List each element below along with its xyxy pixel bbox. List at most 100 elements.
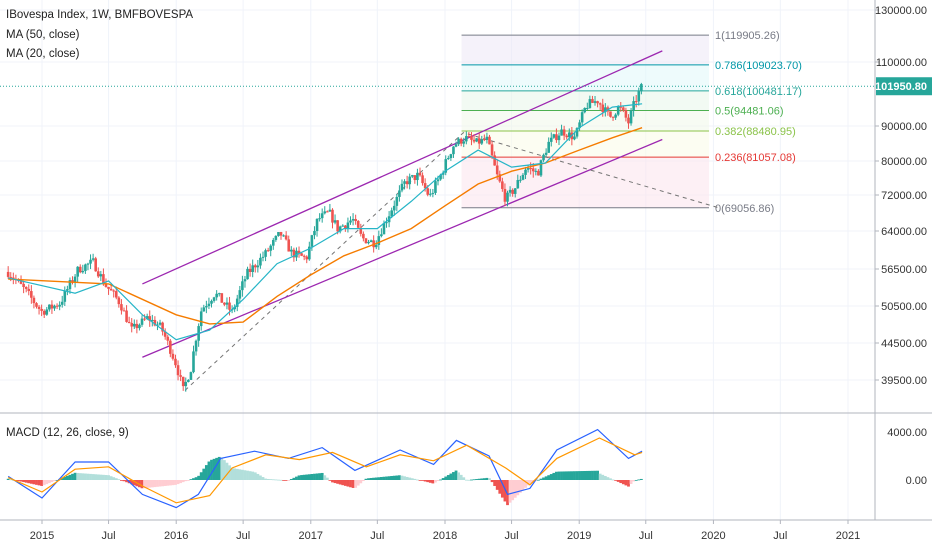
macd-histogram-bar xyxy=(91,474,95,480)
candle-body xyxy=(192,351,195,373)
macd-histogram-bar xyxy=(596,470,599,480)
macd-histogram-bar xyxy=(524,480,527,488)
macd-histogram-bar xyxy=(418,480,422,481)
macd-histogram-bar xyxy=(325,477,329,480)
candle-body xyxy=(349,220,352,223)
fib-level-label: 0.5(94481.06) xyxy=(715,106,784,118)
candle-body xyxy=(135,323,139,329)
candle-body xyxy=(235,298,239,307)
candle-body xyxy=(194,340,198,352)
macd-histogram-bar xyxy=(624,480,628,486)
macd-histogram-bar xyxy=(6,478,10,480)
candle-body xyxy=(367,242,370,244)
candle-body xyxy=(480,139,484,144)
candle-body xyxy=(308,246,311,260)
macd-histogram-bar xyxy=(374,477,378,480)
candle-body xyxy=(210,300,213,304)
macd-histogram-bar xyxy=(89,473,92,480)
macd-histogram-bar xyxy=(511,480,515,501)
macd-histogram-bar xyxy=(210,459,213,480)
candle-body xyxy=(552,134,556,138)
fib-level-label: 0.786(109023.70) xyxy=(715,60,802,72)
candle-body xyxy=(640,84,643,92)
candle-body xyxy=(158,322,162,325)
candle-body xyxy=(58,304,61,307)
macd-histogram-bar xyxy=(176,480,180,485)
y-tick-label: 56500.00 xyxy=(881,264,927,276)
macd-histogram-bar xyxy=(323,475,327,480)
candle-body xyxy=(362,233,365,239)
candle-body xyxy=(428,193,432,195)
grid-lines xyxy=(0,0,875,520)
macd-histogram-bar xyxy=(35,480,38,485)
candle-body xyxy=(596,101,599,104)
candle-body xyxy=(127,321,131,324)
macd-histogram-bar xyxy=(53,480,56,482)
candle-body xyxy=(73,276,77,283)
candle-body xyxy=(45,309,49,315)
candle-body xyxy=(449,154,453,159)
candle-body xyxy=(601,104,605,113)
candle-body xyxy=(344,225,347,229)
candle-body xyxy=(290,249,293,252)
candle-body xyxy=(544,152,548,155)
macd-histogram-bar xyxy=(436,480,440,482)
candle-body xyxy=(166,336,170,341)
fibonacci-levels[interactable]: 1(119905.26) 0.786(109023.70) 0.618(100481… xyxy=(184,30,802,391)
macd-histogram-bar xyxy=(60,477,64,480)
macd-histogram-bar xyxy=(313,473,316,480)
candle-body xyxy=(498,174,502,182)
macd-histogram-bar xyxy=(114,478,118,480)
macd-histogram-bar xyxy=(302,474,306,480)
macd-histogram-bar xyxy=(132,480,136,486)
macd-histogram-bar xyxy=(475,479,479,480)
candle-body xyxy=(205,306,208,308)
candle-body xyxy=(212,297,216,301)
macd-histogram-bar xyxy=(557,471,561,480)
macd-histogram-bar xyxy=(153,480,157,488)
candle-body xyxy=(53,305,56,309)
macd-histogram-bar xyxy=(104,475,108,480)
fib-level-label: 0.382(88480.95) xyxy=(715,126,796,138)
macd-histogram-bar xyxy=(526,480,530,486)
trend-channel[interactable] xyxy=(142,50,663,358)
candle-body xyxy=(207,303,211,307)
macd-histogram-bar xyxy=(549,474,553,480)
candle-body xyxy=(125,310,128,322)
macd-histogram-bar xyxy=(467,479,471,481)
candle-body xyxy=(153,319,157,326)
candle-body xyxy=(398,190,401,197)
macd-histogram-bar xyxy=(547,475,551,480)
macd-histogram-bar xyxy=(315,473,319,480)
candle-body xyxy=(248,268,252,272)
macd-histogram-bar xyxy=(372,477,376,480)
macd-histogram-bar xyxy=(369,477,373,480)
macd-histogram-bar xyxy=(331,480,334,483)
macd-histogram-bar xyxy=(189,479,193,480)
macd-histogram-bar xyxy=(99,474,103,480)
candle-body xyxy=(313,231,316,236)
candle-body xyxy=(488,136,491,145)
macd-histogram-bar xyxy=(96,474,100,480)
candle-body xyxy=(351,218,355,221)
candle-body xyxy=(364,238,368,244)
candle-body xyxy=(431,192,435,194)
macd-histogram-bar xyxy=(271,479,275,481)
macd-histogram-bar xyxy=(444,476,448,480)
candle-body xyxy=(591,99,594,103)
macd-histogram-bar xyxy=(521,480,525,491)
macd-histogram-bar xyxy=(40,480,44,486)
macd-histogram-bar xyxy=(284,480,288,481)
candle-body xyxy=(228,302,231,310)
macd-histogram-bar xyxy=(140,480,144,489)
macd-histogram-bar xyxy=(181,480,185,483)
candle-body xyxy=(477,138,481,144)
candle-body xyxy=(557,135,561,141)
macd-histogram-bar xyxy=(462,477,466,480)
macd-histogram-bar xyxy=(349,480,352,488)
candle-body xyxy=(300,253,303,256)
macd-histogram-bar xyxy=(454,470,458,480)
candle-body xyxy=(390,210,393,217)
macd-histogram-bar xyxy=(341,480,345,486)
